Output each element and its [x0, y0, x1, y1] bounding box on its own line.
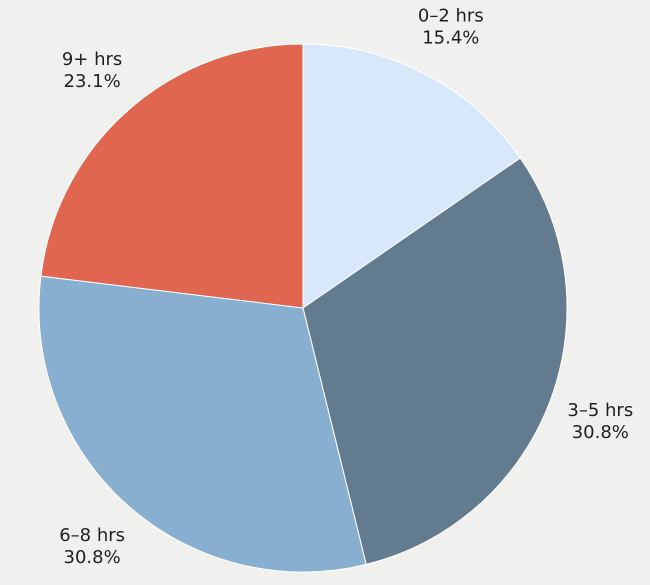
- pie-slice-3: [38, 275, 367, 573]
- slice-label: 3–5 hrs: [567, 400, 633, 421]
- slice-label: 6–8 hrs: [59, 525, 125, 546]
- slice-label: 0–2 hrs: [418, 5, 484, 26]
- pie-slice-4: [40, 43, 304, 309]
- pie-slice-1: [302, 43, 521, 309]
- slice-percent-label: 30.8%: [64, 547, 121, 568]
- slice-percent-label: 23.1%: [64, 71, 121, 92]
- slice-percent-label: 30.8%: [572, 422, 629, 443]
- pie-slice-2: [302, 157, 568, 565]
- slice-percent-label: 15.4%: [422, 27, 479, 48]
- pie-slices: [38, 43, 568, 573]
- slice-label: 9+ hrs: [62, 49, 122, 70]
